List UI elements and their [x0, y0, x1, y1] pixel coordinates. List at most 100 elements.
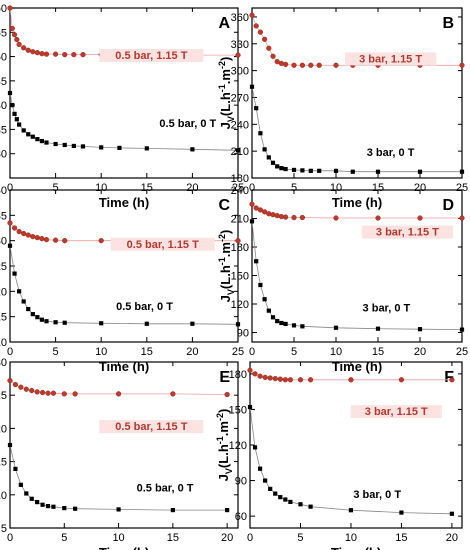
data-point-no-field	[417, 169, 423, 174]
data-point-magnetic	[267, 375, 273, 381]
x-tick-label: 15	[372, 346, 384, 358]
data-point-no-field	[317, 168, 322, 173]
data-point-no-field	[254, 106, 259, 111]
x-tick-label: 0	[7, 532, 13, 544]
data-point-no-field	[283, 166, 288, 172]
data-point-magnetic	[12, 381, 19, 388]
data-point-no-field	[254, 259, 259, 264]
data-point-no-field	[14, 117, 19, 122]
data-point-magnetic	[277, 376, 283, 382]
plot-frame	[9, 7, 239, 179]
data-point-no-field	[21, 299, 26, 304]
y-tick-label: 300	[231, 66, 249, 78]
data-point-no-field	[249, 219, 255, 224]
data-point-no-field	[44, 319, 49, 324]
data-point-no-field	[40, 502, 45, 507]
data-point-magnetic	[459, 215, 465, 221]
y-tick-label: 180	[231, 242, 249, 254]
y-axis-label: JV(L.h-1.m-2)	[215, 409, 234, 482]
x-tick-label: 5	[297, 532, 303, 544]
data-point-magnetic	[253, 23, 259, 29]
data-point-magnetic	[14, 36, 20, 43]
data-point-no-field	[375, 326, 381, 331]
x-tick-label: 0	[7, 182, 13, 194]
data-point-no-field	[291, 323, 297, 328]
series-label: 3 bar, 1.15 T	[376, 227, 439, 239]
data-point-magnetic	[283, 214, 289, 220]
data-point-no-field	[26, 306, 31, 312]
data-point-no-field	[35, 315, 40, 320]
y-tick-label: 360	[231, 12, 249, 24]
data-point-no-field	[262, 147, 267, 152]
data-point-magnetic	[274, 213, 280, 219]
data-point-no-field	[30, 134, 35, 139]
y-tick-label: 120	[229, 440, 247, 452]
data-point-no-field	[71, 143, 76, 149]
data-point-magnetic	[333, 62, 339, 68]
data-point-no-field	[35, 500, 40, 505]
data-point-magnetic	[21, 45, 27, 51]
data-point-no-field	[449, 511, 455, 516]
x-tick-label: 25	[456, 346, 468, 358]
data-point-no-field	[7, 442, 13, 448]
data-point-magnetic	[235, 52, 241, 58]
data-point-no-field	[288, 499, 293, 505]
series-fit-line	[251, 86, 462, 173]
data-point-no-field	[18, 482, 23, 487]
y-tick-label: 15	[0, 457, 7, 469]
data-point-no-field	[279, 320, 284, 326]
y-axis-label-part: )	[216, 409, 231, 413]
data-point-magnetic	[262, 36, 268, 42]
data-point-magnetic	[72, 391, 78, 397]
x-axis-label: Time (h)	[99, 359, 149, 374]
data-point-magnetic	[283, 61, 289, 67]
data-point-no-field	[278, 495, 283, 500]
data-point-no-field	[116, 507, 121, 512]
panel-letter: E	[219, 369, 230, 386]
data-point-no-field	[144, 321, 149, 326]
data-point-magnetic	[291, 62, 297, 68]
data-point-no-field	[7, 90, 13, 96]
y-tick-label: 60	[0, 3, 7, 15]
x-tick-label: 10	[95, 182, 107, 194]
data-point-magnetic	[224, 391, 230, 398]
data-point-magnetic	[7, 220, 13, 226]
data-point-no-field	[12, 111, 17, 116]
y-axis-label-part: (L.h	[218, 92, 233, 116]
data-point-no-field	[30, 312, 35, 317]
data-point-no-field	[45, 503, 51, 509]
data-point-magnetic	[253, 205, 259, 211]
data-point-no-field	[298, 502, 303, 507]
x-tick-label: 0	[249, 182, 255, 194]
y-axis-label-part: )	[218, 57, 233, 61]
data-point-magnetic	[43, 237, 50, 243]
data-point-no-field	[399, 510, 404, 515]
series-label: 0.5 bar, 0 T	[137, 482, 194, 494]
series-label: 3 bar, 0 T	[367, 147, 415, 159]
plot-frame	[249, 361, 463, 529]
y-tick-label: 35	[0, 124, 7, 136]
data-point-magnetic	[61, 391, 67, 397]
data-point-magnetic	[16, 228, 22, 235]
data-point-no-field	[459, 327, 465, 332]
data-point-no-field	[275, 164, 280, 169]
data-point-no-field	[190, 147, 195, 152]
x-tick-label: 10	[330, 346, 342, 358]
chart-panel-c: 0 5 10 15 20 25 10 15 20 25 30 35 40 Time (h) JV(L.h-1…	[0, 185, 244, 374]
y-tick-label: 20	[0, 286, 7, 298]
panel-letter: F	[444, 369, 454, 386]
data-point-magnetic	[262, 374, 268, 381]
data-point-no-field	[10, 103, 15, 108]
data-point-magnetic	[270, 53, 276, 59]
data-point-no-field	[270, 315, 276, 320]
y-tick-label: 30	[0, 357, 7, 369]
y-tick-label: 35	[0, 210, 7, 222]
data-point-magnetic	[39, 236, 45, 242]
series-label: 3 bar, 1.15 T	[359, 53, 422, 65]
x-tick-label: 20	[414, 346, 426, 358]
data-point-no-field	[275, 319, 280, 324]
data-point-no-field	[144, 146, 149, 151]
data-point-magnetic	[270, 212, 276, 218]
x-tick-label: 5	[61, 532, 67, 544]
